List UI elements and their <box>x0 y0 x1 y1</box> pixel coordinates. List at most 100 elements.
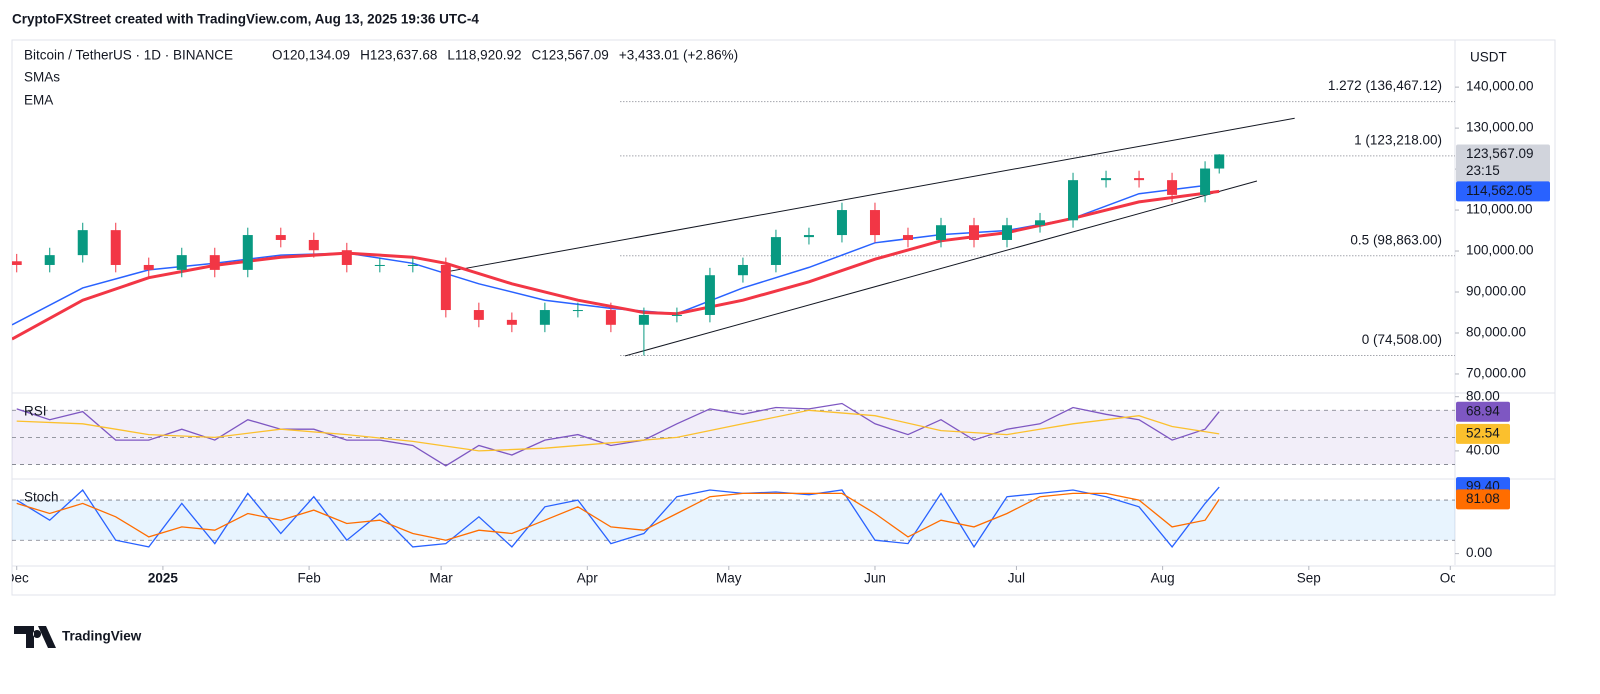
credit: CryptoFXStreet created with TradingView.… <box>12 12 479 27</box>
candle-body <box>209 255 220 270</box>
candle-body <box>704 275 715 315</box>
candle-body <box>1167 180 1178 195</box>
chart-frame <box>11 39 1556 596</box>
logo: TradingView <box>14 626 142 648</box>
candle-body <box>143 264 154 270</box>
stoch-line <box>16 492 1220 541</box>
candle-body <box>1200 168 1211 195</box>
candle-body <box>12 261 22 265</box>
trendline <box>624 180 1258 357</box>
y-tick-label: 130,000.00 <box>1466 120 1534 135</box>
candle-body <box>308 239 319 251</box>
candle-body <box>1101 178 1112 181</box>
candle-body <box>1035 220 1046 226</box>
candle-body <box>440 264 451 311</box>
countdown: 23:15 <box>1466 163 1500 178</box>
currency: USDT <box>1470 50 1507 65</box>
rsi-line <box>16 409 1220 452</box>
x-tick-label: Aug <box>1151 571 1175 586</box>
candle-body <box>605 310 616 325</box>
candle-body <box>374 264 385 266</box>
x-tick-label: Sep <box>1297 571 1321 586</box>
stoch-badge <box>1456 489 1510 510</box>
ohlc-info: C123,567.09 <box>531 48 608 63</box>
rsi-title: RSI <box>24 404 47 419</box>
candle-body <box>1068 180 1079 221</box>
y-tick-label: 70,000.00 <box>1466 366 1526 381</box>
y-tick-label: 110,000.00 <box>1466 202 1533 217</box>
ohlc-info: L118,920.92 <box>447 48 521 63</box>
candle-body <box>1002 225 1013 240</box>
y-tick-label: 100,000.00 <box>1466 243 1534 258</box>
candle-body <box>407 264 418 266</box>
plot: Dec 2025 Feb Mar Apr May Jun Jul Aug Sep Oct 1.272 … <box>5 78 1461 586</box>
x-tick-label: Jul <box>1008 571 1025 586</box>
indicator-name: EMA <box>24 93 53 108</box>
x-tick-label: May <box>716 571 742 586</box>
candle-body <box>1134 178 1145 181</box>
candle-body <box>44 255 55 265</box>
fib-label: 0 (74,508.00) <box>1362 332 1442 347</box>
stoch-tick-label: 0.00 <box>1466 545 1492 560</box>
rsi-badge-label: 52.54 <box>1466 425 1500 440</box>
logo-text: TradingView <box>62 629 142 644</box>
candle-body <box>869 210 880 236</box>
trendline <box>445 117 1295 273</box>
candle-body <box>176 255 187 270</box>
candle-body <box>671 314 682 316</box>
overlay: Bitcoin / TetherUS · 1D · BINANCE O120,13… <box>24 48 1550 560</box>
candle-body <box>935 225 946 240</box>
x-tick-label: Oct <box>1440 571 1461 586</box>
candle-body <box>737 264 748 276</box>
x-tick-label: Mar <box>430 571 454 586</box>
stoch-title: Stoch <box>24 490 59 505</box>
candle-body <box>1214 154 1225 169</box>
ohlc-info: O120,134.09 <box>272 48 350 63</box>
rsi-badge <box>1456 401 1510 422</box>
candle-body <box>638 314 649 325</box>
indicator-name: SMAs <box>24 70 60 85</box>
y-tick-label: 80,000.00 <box>1466 325 1526 340</box>
x-tick-label: Dec <box>5 571 29 586</box>
rsi-badge <box>1456 423 1510 444</box>
x-tick-label: 2025 <box>148 571 179 586</box>
candle-body <box>902 235 913 240</box>
x-tick-label: Apr <box>577 571 599 586</box>
candle-body <box>242 235 253 270</box>
x-tick-label: Feb <box>297 571 320 586</box>
price-badge-label: 123,567.09 <box>1466 146 1534 161</box>
symbol: Bitcoin / TetherUS · 1D · BINANCE <box>24 48 233 63</box>
candle-body <box>539 310 550 325</box>
stoch-band-fill <box>12 500 1455 541</box>
ohlc-info: H123,637.68 <box>360 48 437 63</box>
y-tick-label: 140,000.00 <box>1466 79 1534 94</box>
candle-body <box>275 235 286 240</box>
stoch-line <box>16 486 1220 549</box>
fib-label: 1 (123,218.00) <box>1354 132 1442 147</box>
candle-body <box>473 310 484 320</box>
candle-body <box>803 235 814 238</box>
candle-body <box>77 230 88 256</box>
ohlc-info: +3,433.01 (+2.86%) <box>619 48 738 63</box>
candle-body <box>836 210 847 236</box>
rsi-tick-label: 80.00 <box>1466 388 1500 403</box>
candle-body <box>506 319 517 325</box>
logo-mark <box>14 626 56 648</box>
price-badge <box>1456 181 1550 202</box>
candle-body <box>969 225 979 240</box>
rsi-badge-label: 68.94 <box>1466 403 1500 418</box>
price-badge-label: 114,562.05 <box>1466 183 1533 198</box>
fib-label: 0.5 (98,863.00) <box>1350 232 1442 247</box>
stoch-badge-label: 81.08 <box>1466 491 1500 506</box>
fib-label: 1.272 (136,467.12) <box>1328 78 1442 93</box>
price-badge <box>1456 144 1550 183</box>
candle-body <box>341 250 352 265</box>
y-tick-label: 90,000.00 <box>1466 284 1526 299</box>
x-tick-label: Jun <box>864 571 886 586</box>
candle-body <box>770 237 781 265</box>
candle-body <box>572 310 583 312</box>
candle-body <box>110 230 121 265</box>
rsi-tick-label: 40.00 <box>1466 442 1500 457</box>
